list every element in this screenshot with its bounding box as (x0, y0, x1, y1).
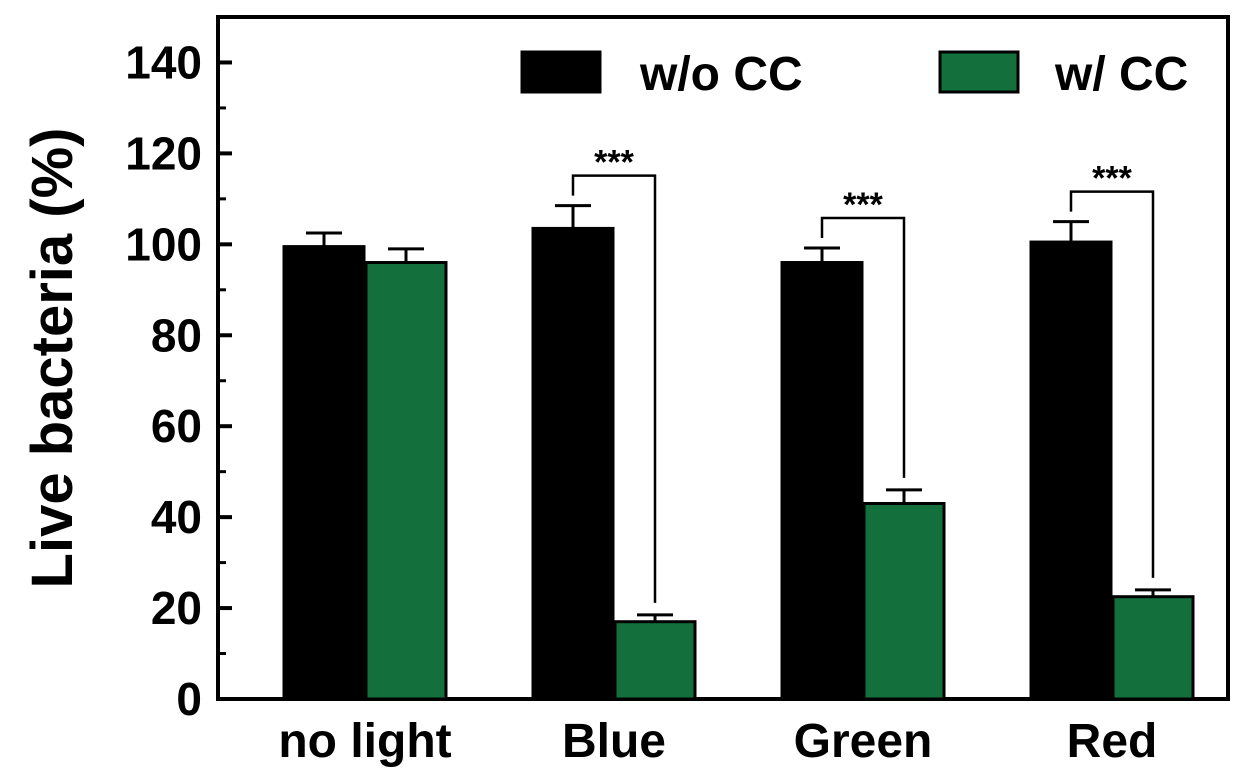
legend-swatch (938, 50, 1020, 94)
bar (364, 261, 448, 701)
legend-label: w/o CC (639, 48, 803, 101)
legend-swatch (520, 50, 602, 94)
bar (780, 261, 864, 701)
x-tick-label: Green (794, 715, 933, 768)
plot-area: 0 20 40 60 80 100 120 140 no light Blue Green Red **… (125, 15, 1230, 768)
x-tick-label: Blue (562, 715, 666, 768)
significance-label: *** (1092, 160, 1132, 198)
y-tick-label: 40 (151, 491, 202, 543)
y-tick-label: 0 (176, 673, 202, 725)
bar (531, 226, 615, 701)
x-tick-label: Red (1067, 715, 1158, 768)
y-tick-label: 80 (151, 309, 202, 361)
bar (862, 501, 946, 701)
y-tick-label: 140 (125, 36, 202, 88)
significance-bracket (571, 174, 657, 603)
plot-frame (216, 15, 1230, 701)
y-tick-label: 100 (125, 218, 202, 270)
significance-bracket (1069, 190, 1155, 578)
bar (613, 620, 697, 701)
legend-label: w/ CC (1054, 48, 1188, 101)
bar (1111, 595, 1195, 701)
significance-bracket (820, 216, 906, 478)
y-axis-label: Live bacteria (%) (20, 128, 85, 589)
y-tick-label: 60 (151, 400, 202, 452)
bar (1029, 240, 1113, 701)
bar (282, 245, 366, 701)
significance-label: *** (594, 144, 634, 182)
significance-label: *** (843, 186, 883, 224)
x-tick-label: no light (278, 715, 451, 768)
y-tick-label: 120 (125, 127, 202, 179)
y-tick-label: 20 (151, 582, 202, 634)
